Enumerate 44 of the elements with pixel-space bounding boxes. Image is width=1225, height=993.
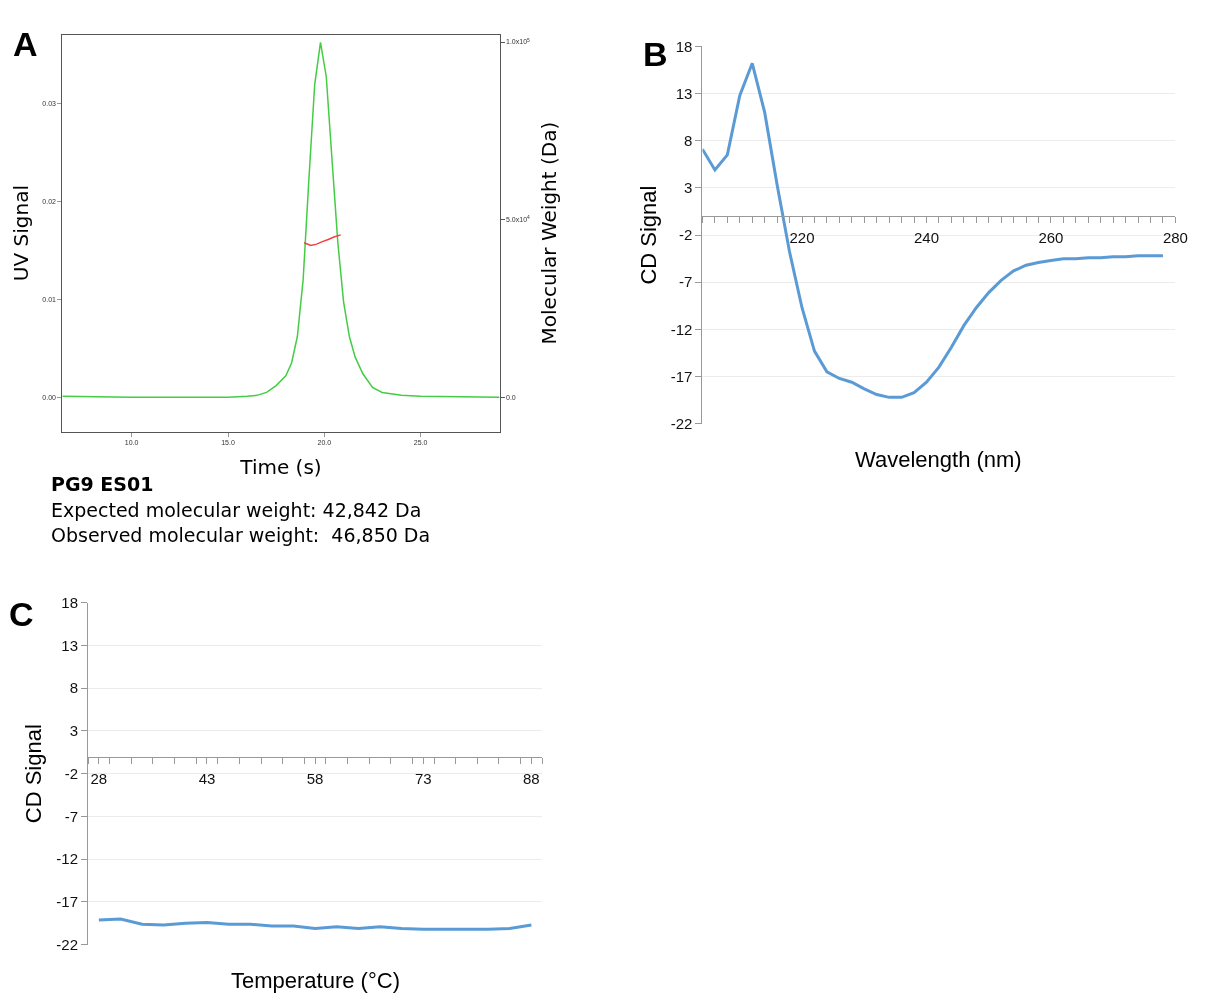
x-tick-label: 220 (789, 229, 815, 247)
y-tick-label: -17 (670, 367, 693, 385)
x-tick-label: 28 (90, 769, 108, 787)
y-tick-label: -22 (670, 415, 693, 433)
y-tick-label: -7 (64, 807, 79, 825)
x-tick-label: 240 (913, 229, 939, 247)
y-tick-label: 18 (61, 593, 79, 611)
y-tick-label: -12 (56, 850, 79, 868)
y-tick-label: -7 (679, 273, 693, 291)
x-tick-label: 58 (306, 769, 324, 787)
y-tick-label: -12 (670, 320, 693, 338)
y-tick-label: -2 (64, 764, 79, 782)
y-tick-label: 18 (675, 37, 693, 55)
line-series (702, 61, 1165, 399)
line-series (97, 917, 533, 931)
line-series (303, 234, 342, 247)
chart-title: B (643, 35, 668, 73)
y-axis-title: UV Signal (8, 185, 33, 282)
x-axis-title: Temperature (°C) (231, 968, 400, 993)
y-tick-label: -22 (56, 935, 79, 953)
text: PG9 ES01 (51, 473, 154, 495)
y-tick-label: 3 (69, 722, 79, 740)
y-tick-label: 13 (675, 84, 693, 102)
x-tick-label: 88 (523, 769, 540, 787)
text: Observed molecular weight: 46,850 Da (51, 524, 431, 546)
y2-axis-title: Molecular Weight (Da) (536, 121, 561, 345)
text: Expected molecular weight: 42,842 Da (51, 499, 422, 521)
y-axis-title: CD Signal (635, 185, 661, 285)
chart-title: A (13, 25, 38, 63)
chart-title: C (9, 595, 34, 633)
x-axis-title: Wavelength (nm) (855, 447, 1022, 472)
y-tick-label: -2 (679, 226, 693, 244)
y-tick-label: 13 (61, 636, 79, 654)
y-tick-label: 3 (684, 179, 693, 197)
y-axis-title: CD Signal (21, 724, 47, 824)
line-series (62, 41, 500, 399)
x-tick-label: 260 (1038, 229, 1064, 247)
y-tick-label: -17 (56, 893, 79, 911)
y-tick-label: 8 (684, 131, 693, 149)
x-tick-label: 43 (198, 769, 216, 787)
y-tick-label: 8 (69, 679, 79, 697)
x-tick-label: 73 (414, 769, 432, 787)
x-tick-label: 280 (1162, 229, 1188, 247)
x-axis-title: Time (s) (239, 454, 322, 479)
